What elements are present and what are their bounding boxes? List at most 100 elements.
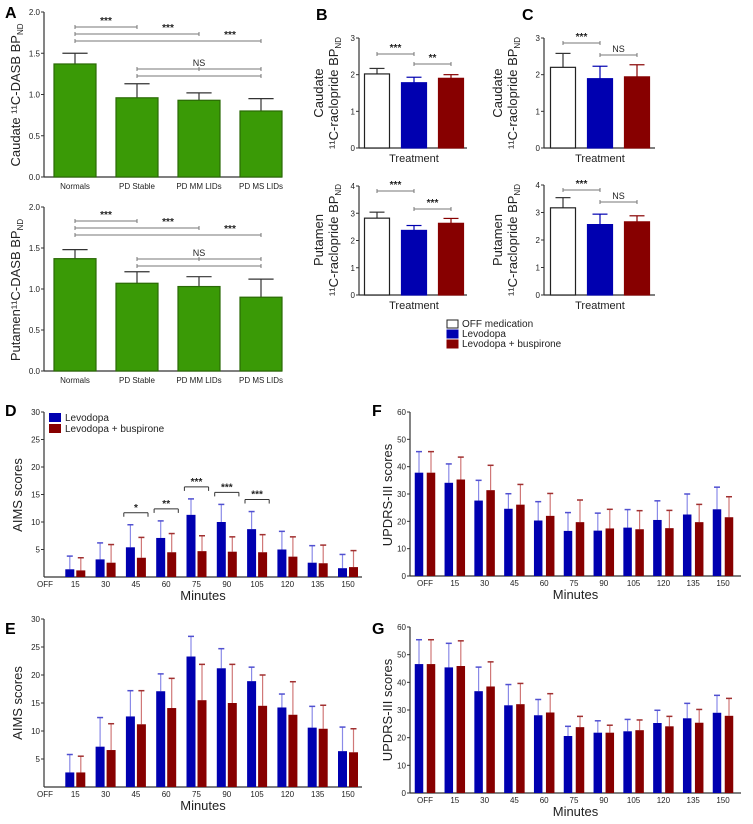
y-tick-label: 1.0 — [29, 91, 41, 100]
y-tick-label: 4 — [536, 181, 541, 190]
bar — [400, 229, 428, 296]
y-axis-label-subscript: ND — [334, 184, 343, 196]
bar-levodopa — [623, 527, 632, 576]
bar-levodopa-buspirone — [318, 563, 328, 577]
y-tick-label: 30 — [397, 490, 406, 499]
x-tick-label: 105 — [250, 790, 264, 799]
x-tick-label: 30 — [101, 790, 110, 799]
legend-label: OFF medication — [462, 319, 533, 330]
bar-levodopa-buspirone — [76, 570, 86, 577]
y-tick-label: 5 — [36, 755, 41, 764]
bar-levodopa-buspirone — [136, 557, 146, 577]
y-axis-label: UPDRS-III scores — [380, 443, 395, 546]
bar-levodopa-buspirone — [456, 479, 466, 576]
bar-levodopa-buspirone — [694, 722, 704, 793]
bar-levodopa — [504, 705, 513, 793]
legend-swatch — [49, 424, 61, 433]
bar-levodopa-buspirone — [167, 708, 177, 787]
panel-letter: C — [522, 7, 534, 24]
x-tick-label: 30 — [480, 796, 489, 805]
bar-levodopa-buspirone — [545, 712, 555, 793]
bar-levodopa — [653, 723, 662, 793]
bar-levodopa — [95, 559, 105, 577]
y-tick-label: 2.0 — [29, 8, 41, 17]
y-axis-label-subscript: ND — [334, 37, 343, 49]
x-tick-label: 120 — [281, 790, 295, 799]
x-tick-label: 135 — [687, 796, 701, 805]
significance-label: *** — [251, 490, 263, 501]
y-tick-label: 0 — [351, 291, 356, 300]
y-tick-label: 0.5 — [29, 132, 41, 141]
y-tick-label: 3 — [536, 34, 541, 43]
panel-letter: F — [372, 403, 382, 420]
bar — [115, 282, 159, 372]
bar-levodopa-buspirone — [288, 714, 298, 787]
x-tick-label: 75 — [192, 790, 201, 799]
significance-label: *** — [576, 179, 588, 190]
x-tick-label: Normals — [60, 182, 90, 191]
y-tick-label: 10 — [31, 727, 40, 736]
x-axis-label: Minutes — [553, 587, 599, 602]
y-axis-label-text: Caudate ¹¹C-DASB BP — [8, 35, 23, 167]
x-tick-label: 120 — [657, 796, 671, 805]
bar-levodopa-buspirone — [635, 529, 644, 576]
bar-levodopa — [186, 656, 196, 787]
y-axis-label-line1: Caudate — [490, 68, 505, 117]
y-tick-label: 0.0 — [29, 173, 41, 182]
bar-levodopa-buspirone — [136, 724, 146, 787]
y-axis-label: Putamen¹¹C-raclopride BPND — [311, 184, 343, 296]
panel-letter: G — [372, 621, 384, 638]
x-tick-label: 150 — [341, 790, 355, 799]
bar-levodopa-buspirone — [197, 700, 207, 787]
y-tick-label: 0 — [351, 144, 356, 153]
bar-levodopa-buspirone — [258, 705, 268, 787]
x-tick-label: 60 — [162, 790, 171, 799]
bar-levodopa — [563, 736, 573, 793]
legend-swatch — [49, 413, 61, 422]
y-tick-label: 20 — [31, 463, 40, 472]
y-tick-label: 25 — [31, 436, 40, 445]
y-axis-label-text: AIMS scores — [10, 458, 25, 532]
significance-label: *** — [390, 180, 402, 191]
bar-levodopa-buspirone — [605, 732, 615, 793]
y-axis-label-line1: Caudate — [311, 68, 326, 117]
bar-levodopa — [65, 772, 75, 787]
significance-label: NS — [612, 191, 625, 201]
x-tick-label: 15 — [450, 796, 459, 805]
y-tick-label: 0 — [402, 789, 407, 798]
bar — [115, 97, 159, 178]
x-tick-label: 45 — [131, 580, 140, 589]
bar-levodopa-buspirone — [575, 727, 585, 793]
y-axis-label-text: AIMS scores — [10, 666, 25, 740]
significance-label: NS — [193, 248, 206, 258]
x-tick-label: Normals — [60, 376, 90, 385]
y-tick-label: 1 — [351, 264, 356, 273]
bar-levodopa — [247, 529, 257, 577]
y-axis-label: AIMS scores — [10, 458, 25, 532]
bar-levodopa-buspirone — [486, 490, 495, 576]
y-tick-label: 0 — [536, 291, 541, 300]
x-tick-label: OFF — [37, 580, 53, 589]
bar-levodopa — [474, 500, 483, 576]
bar-levodopa-buspirone — [227, 551, 237, 577]
bar-levodopa-buspirone — [456, 666, 466, 793]
significance-label: * — [134, 503, 138, 514]
bar-levodopa-buspirone — [76, 772, 86, 787]
significance-label: *** — [162, 217, 174, 228]
y-tick-label: 10 — [397, 761, 406, 770]
bar — [239, 296, 283, 372]
x-tick-label: OFF — [417, 796, 433, 805]
bar-levodopa-buspirone — [258, 552, 268, 577]
x-tick-label: 150 — [716, 579, 730, 588]
significance-label: *** — [576, 32, 588, 43]
x-tick-label: 135 — [311, 790, 325, 799]
bar — [363, 73, 391, 149]
bar — [53, 258, 97, 372]
y-tick-label: 25 — [31, 643, 40, 652]
x-tick-label: PD MS LIDs — [239, 182, 283, 191]
bar — [549, 66, 577, 149]
significance-label: *** — [162, 23, 174, 34]
x-tick-label: 15 — [71, 580, 80, 589]
bar-levodopa-buspirone — [318, 728, 328, 787]
